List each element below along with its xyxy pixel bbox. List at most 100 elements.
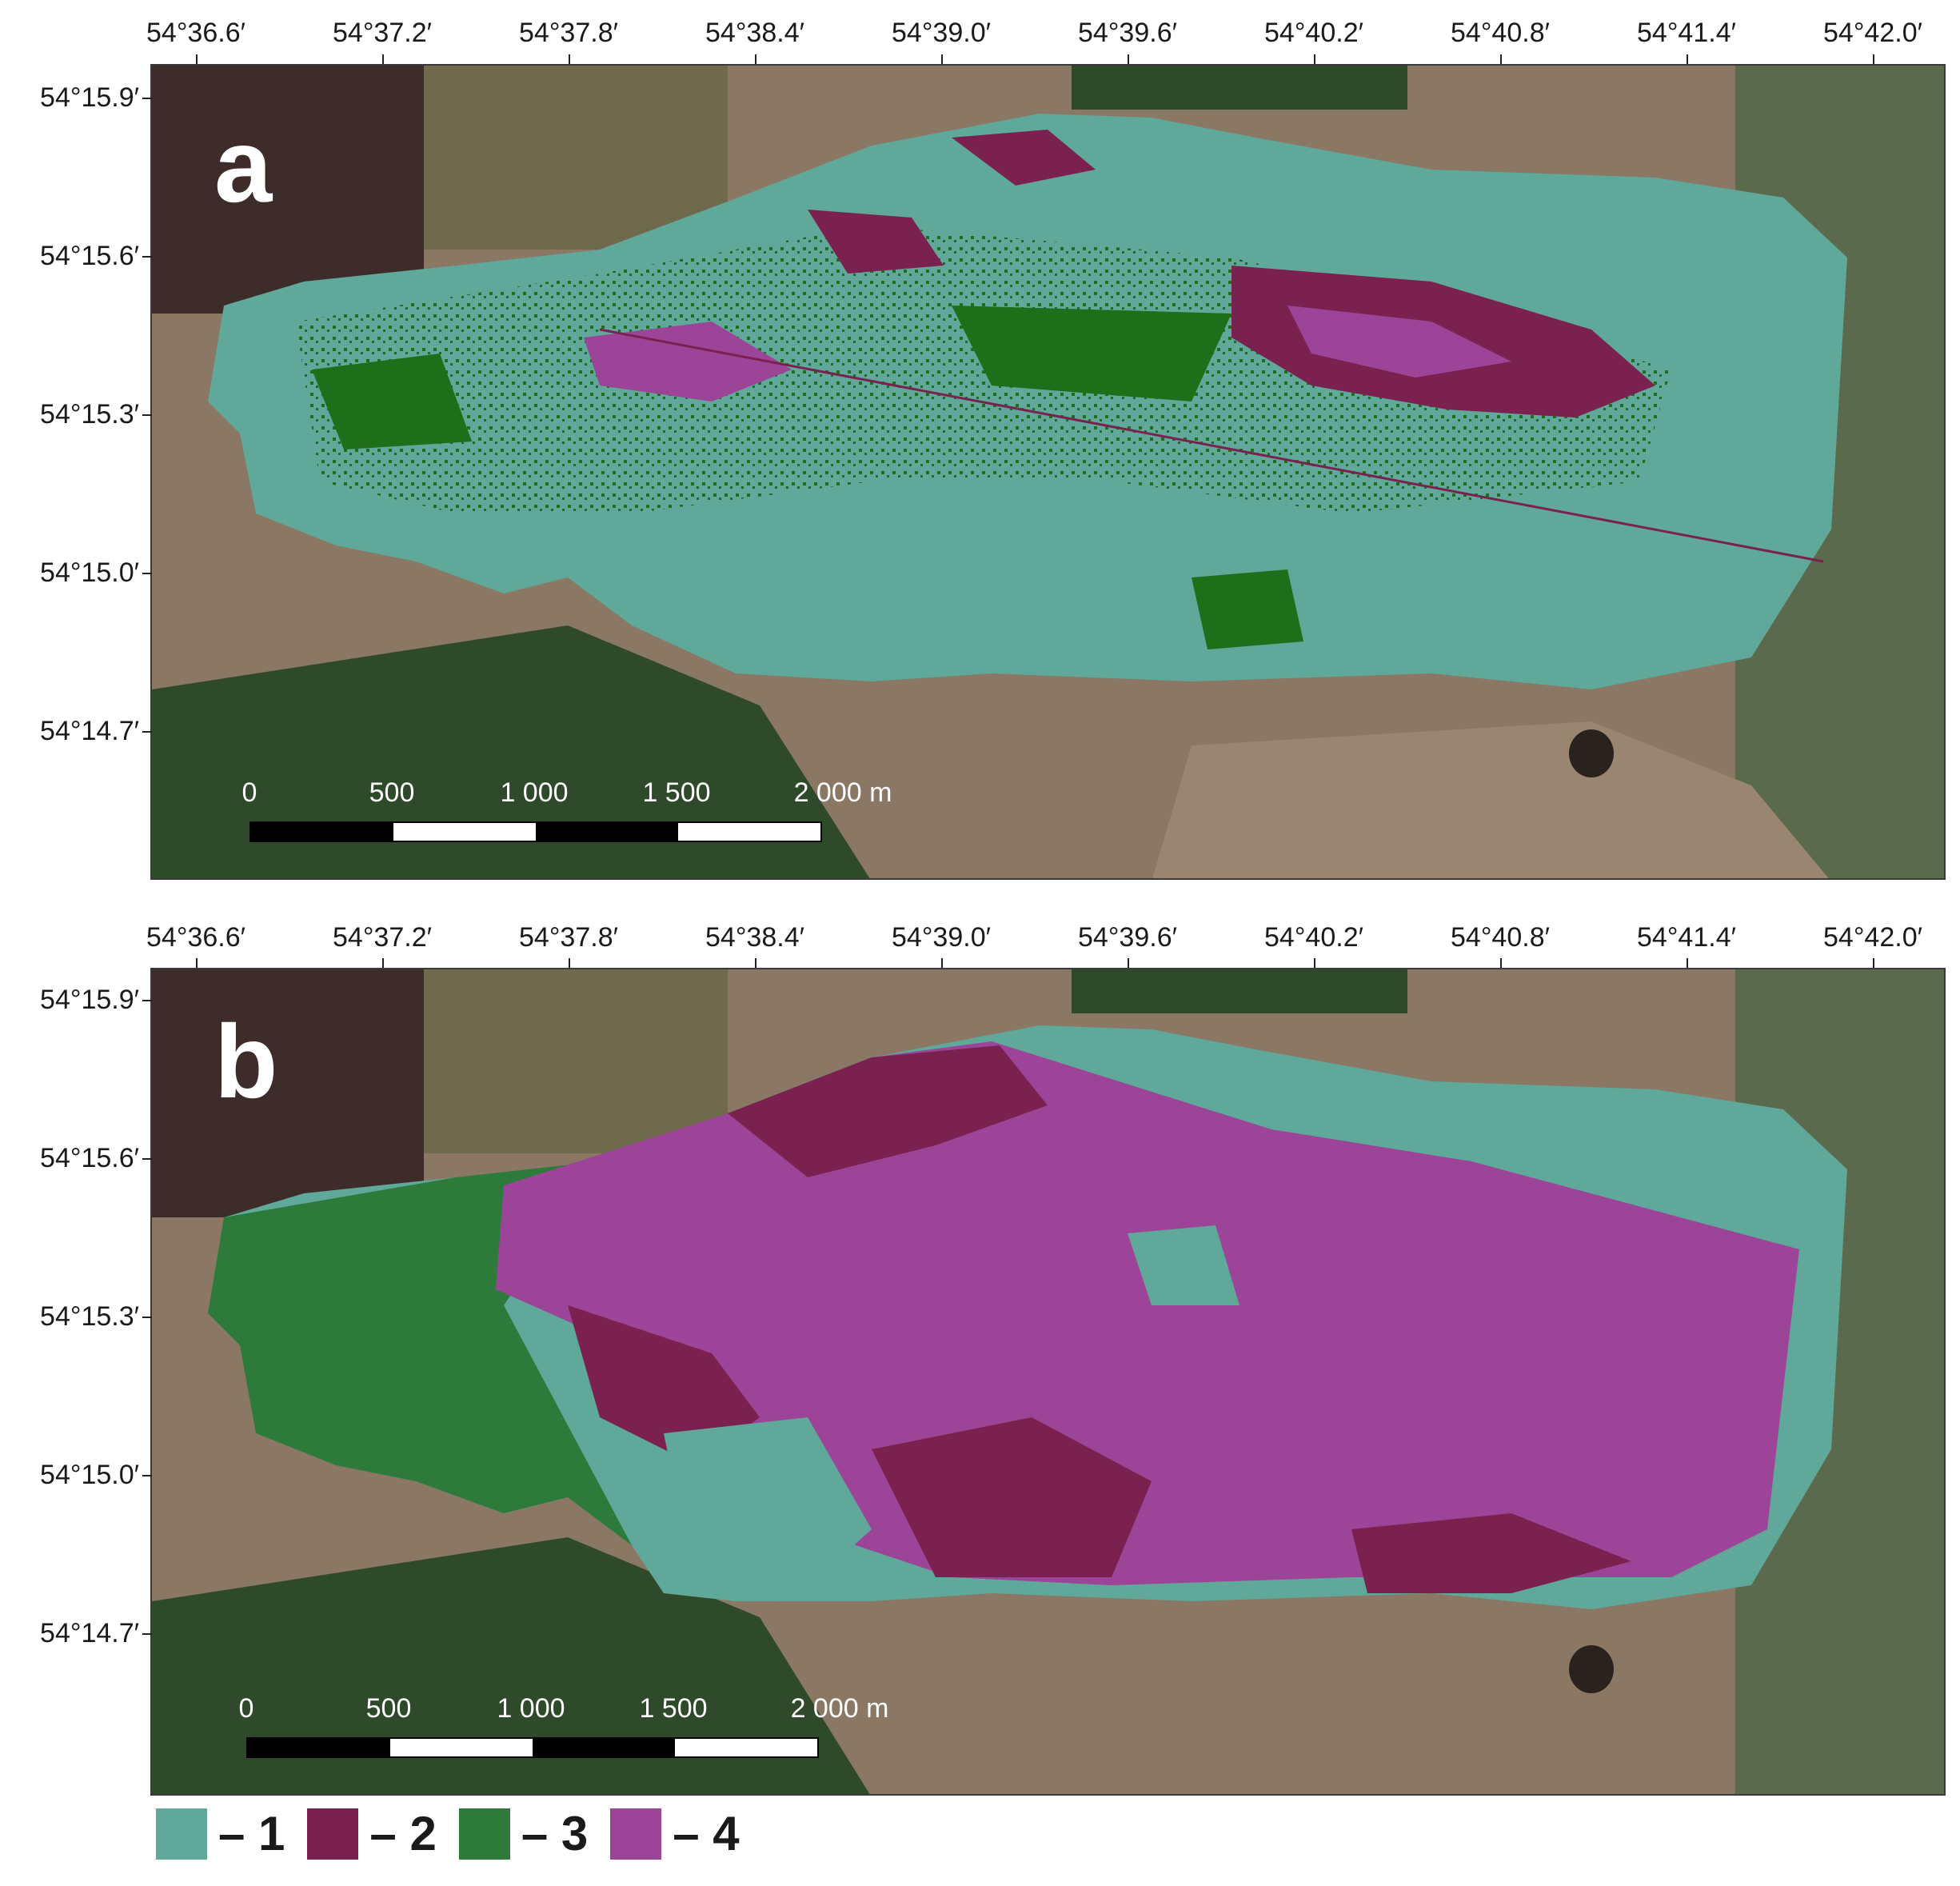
longitude-tick	[1873, 54, 1874, 64]
longitude-label: 54°36.6′	[146, 18, 245, 48]
map-b-canvas	[152, 969, 1944, 1794]
longitude-tick	[941, 958, 943, 968]
longitude-label: 54°41.4′	[1637, 18, 1736, 48]
longitude-label: 54°42.0′	[1823, 18, 1922, 48]
class-4-patch	[584, 322, 792, 402]
legend-label: – 1	[218, 1807, 285, 1860]
panel-letter-b: b	[214, 1003, 278, 1120]
field-parcel	[424, 66, 728, 250]
scale-label: 500	[365, 1693, 412, 1724]
latitude-label: 54°15.9′	[40, 985, 139, 1015]
legend-label: – 4	[673, 1807, 740, 1860]
longitude-label: 54°40.2′	[1264, 18, 1363, 48]
scale-segment	[678, 823, 820, 841]
longitude-label: 54°39.0′	[892, 18, 991, 48]
pond	[1569, 729, 1614, 777]
dark-field	[152, 969, 424, 1217]
latitude-tick	[142, 1633, 152, 1635]
longitude-tick	[755, 958, 756, 968]
legend-label: – 3	[521, 1807, 589, 1860]
scale-label: 0	[242, 777, 257, 808]
longitude-tick	[569, 958, 570, 968]
latitude-tick	[142, 256, 152, 258]
latitude-label: 54°14.7′	[40, 1618, 139, 1648]
scale-segment	[248, 1739, 390, 1756]
latitude-tick	[142, 1317, 152, 1318]
longitude-tick	[755, 54, 756, 64]
latitude-tick	[142, 573, 152, 574]
longitude-tick	[382, 54, 384, 64]
longitude-tick	[1500, 54, 1502, 64]
longitude-label: 54°42.0′	[1823, 922, 1922, 953]
scale-bar-segments	[246, 1737, 819, 1758]
scale-segment	[393, 823, 536, 841]
longitude-label: 54°38.4′	[705, 18, 804, 48]
latitude-tick	[142, 1000, 152, 1001]
legend-label: – 2	[369, 1807, 437, 1860]
longitude-tick	[941, 54, 943, 64]
legend-item: – 3	[458, 1806, 589, 1861]
hills	[1152, 721, 1829, 878]
latitude-tick	[142, 414, 152, 416]
scale-label: 1 000	[497, 1693, 565, 1724]
latitude-label: 54°15.0′	[40, 1460, 139, 1490]
scale-segment	[390, 1739, 533, 1756]
class-2-patch	[1351, 1513, 1631, 1593]
class-3-patch	[1192, 569, 1303, 649]
class-3-patch	[952, 306, 1231, 402]
field-parcel	[424, 969, 728, 1153]
class-2-patch	[568, 1305, 760, 1465]
class-3-patch	[312, 354, 472, 450]
longitude-tick	[1500, 958, 1502, 968]
latitude-label: 54°15.0′	[40, 557, 139, 588]
forest-strip	[1072, 969, 1407, 1013]
longitude-label: 54°40.8′	[1451, 922, 1550, 953]
legend-swatch	[610, 1808, 662, 1860]
latitude-label: 54°14.7′	[40, 716, 139, 746]
longitude-tick	[196, 958, 198, 968]
scale-segment	[536, 823, 678, 841]
longitude-tick	[1128, 54, 1129, 64]
longitude-label: 54°37.2′	[333, 18, 432, 48]
longitude-label: 54°37.2′	[333, 922, 432, 953]
longitude-tick	[1687, 958, 1688, 968]
class-1-patch	[1128, 1225, 1239, 1305]
class-2-patch	[808, 210, 944, 274]
forest-area	[152, 1537, 870, 1794]
scale-label: 0	[238, 1693, 254, 1724]
legend-item: – 1	[156, 1806, 285, 1861]
latitude-tick	[142, 1158, 152, 1160]
scale-label: 500	[369, 777, 415, 808]
scale-label: 1 500	[642, 777, 711, 808]
longitude-tick	[382, 958, 384, 968]
legend-item: – 4	[610, 1806, 740, 1861]
legend-swatch	[458, 1808, 510, 1860]
class-2-patch	[728, 1045, 1048, 1177]
longitude-tick	[1314, 958, 1315, 968]
class-2-patch	[952, 130, 1096, 186]
longitude-tick	[1128, 958, 1129, 968]
scale-bar-segments	[249, 821, 822, 842]
latitude-label: 54°15.3′	[40, 399, 139, 430]
latitude-label: 54°15.9′	[40, 82, 139, 113]
latitude-tick	[142, 98, 152, 99]
panel-letter-a: a	[214, 107, 273, 224]
legend-item: – 2	[307, 1806, 437, 1861]
longitude-label: 54°37.8′	[519, 922, 618, 953]
longitude-label: 54°41.4′	[1637, 922, 1736, 953]
longitude-label: 54°39.6′	[1078, 922, 1177, 953]
latitude-label: 54°15.3′	[40, 1301, 139, 1332]
longitude-label: 54°40.8′	[1451, 18, 1550, 48]
longitude-tick	[1687, 54, 1688, 64]
longitude-label: 54°39.0′	[892, 922, 991, 953]
longitude-tick	[569, 54, 570, 64]
longitude-label: 54°37.8′	[519, 18, 618, 48]
latitude-label: 54°15.6′	[40, 241, 139, 271]
class-1-patch	[664, 1417, 872, 1601]
longitude-label: 54°39.6′	[1078, 18, 1177, 48]
scale-segment	[533, 1739, 675, 1756]
scale-label: 1 000	[500, 777, 569, 808]
dark-field	[152, 66, 424, 314]
scale-label: 2 000 m	[793, 777, 892, 808]
latitude-tick	[142, 731, 152, 733]
